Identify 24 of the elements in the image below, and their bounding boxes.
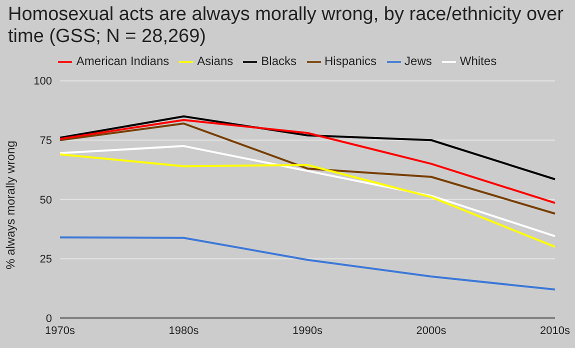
y-tick-label: 100 (34, 76, 52, 88)
x-tick-label: 1990s (292, 324, 323, 337)
legend-label: Blacks (261, 54, 297, 68)
x-tick-label: 2010s (540, 324, 570, 337)
line-series (59, 115, 556, 180)
line-series (59, 236, 556, 291)
legend-label: Hispanics (324, 54, 377, 68)
legend-label: Whites (460, 54, 497, 68)
legend-label: Asians (197, 54, 234, 68)
legend-label: American Indians (76, 54, 170, 68)
legend-label: Jews (404, 54, 432, 68)
y-tick-label: 0 (46, 312, 52, 325)
x-tick-label: 1980s (168, 324, 200, 337)
y-axis-title: % always morally wrong (3, 140, 18, 270)
line-series (59, 118, 556, 204)
y-tick-label: 25 (40, 254, 52, 266)
y-tick-label: 50 (40, 194, 52, 206)
y-tick-label: 75 (40, 135, 52, 148)
line-series (59, 153, 556, 248)
line-series (59, 145, 556, 238)
x-tick-label: 1970s (45, 324, 76, 337)
chart-title: Homosexual acts are always morally wrong, by race/ethnicity over time (GSS; N = 28,269) (8, 4, 564, 48)
x-tick-label: 2000s (416, 324, 447, 337)
line-series (59, 122, 556, 215)
